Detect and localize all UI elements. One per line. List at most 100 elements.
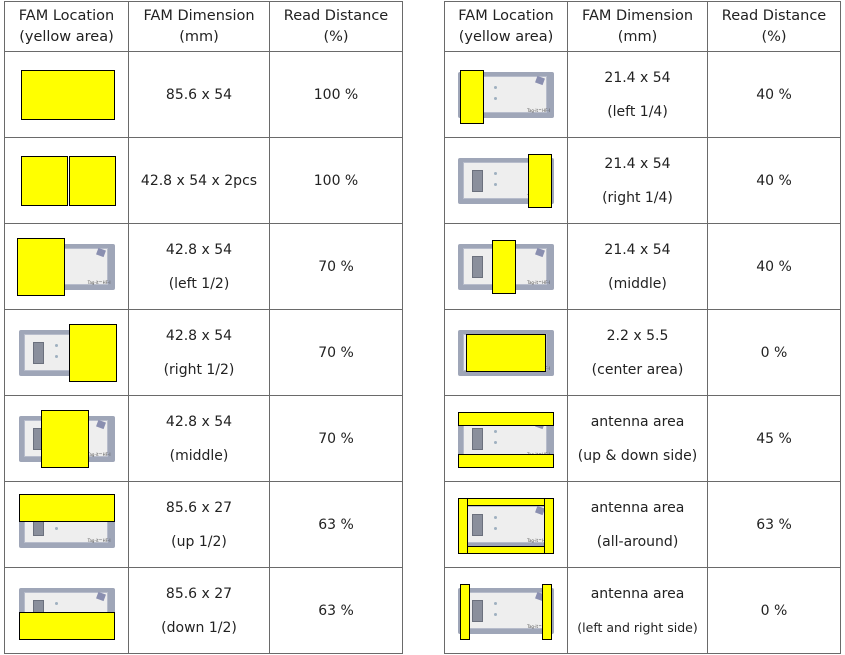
fam-dimension-cell: antenna area (left and right side) (567, 567, 708, 654)
fam-location-cell: Tag-it™HF-I (444, 567, 568, 654)
fam-location-cell: Tag-it™HF-I (444, 223, 568, 310)
header-fam-dimension: FAM Dimension (mm) (128, 1, 270, 52)
read-distance-cell: 70 % (269, 309, 403, 396)
fam-table-right: FAM Location (yellow area) FAM Dimension(… (444, 1, 841, 654)
table-row: Tag-it™HF-I antenna area (up & down side) 4… (444, 395, 841, 482)
fam-dimension-cell: 21.4 x 54 (left 1/4) (567, 51, 708, 138)
card-label: Tag-it™HF-I (527, 623, 550, 629)
fam-dimension-cell: 21.4 x 54 (right 1/4) (567, 137, 708, 224)
fam-yellow-area (528, 153, 552, 208)
card-label: Tag-it™HF-I (87, 537, 111, 543)
fam-dimension-cell: 42.8 x 54 (left 1/2) (128, 223, 270, 310)
table-row: Tag-it™HF-I 21.4 x 54 (left 1/4) 40 % (444, 51, 841, 138)
read-distance-cell: 40 % (707, 137, 841, 224)
fam-dimension-cell: 42.8 x 54 x 2pcs (128, 137, 270, 224)
fam-dimension-value: 21.4 x 54 (604, 241, 671, 258)
fam-location-figure: Tag-it™HF-I (17, 580, 117, 642)
fam-yellow-area (458, 453, 554, 468)
fam-dimension-value: 85.6 x 27 (165, 585, 233, 602)
read-distance-cell: 40 % (707, 223, 841, 310)
fam-location-cell: Tag-it™HF-I (4, 481, 129, 568)
header-fam-dimension: FAM Dimension (mm) (567, 1, 708, 52)
fam-dimension-cell: 85.6 x 54 (128, 51, 270, 138)
table-row: Tag-it™HF-I 21.4 x 54 (middle) 40 % (444, 223, 841, 310)
read-distance-cell: 63 % (269, 567, 403, 654)
fam-dimension-value: 85.6 x 54 (165, 86, 233, 103)
fam-dimension-value: antenna area (590, 585, 685, 602)
fam-location-figure (17, 64, 117, 126)
fam-yellow-area (458, 497, 554, 506)
fam-location-figure: Tag-it™HF-I (456, 64, 556, 126)
fam-location-figure: Tag-it™HF-I (456, 494, 556, 556)
table-row: Tag-it™HF-I antenna area (left and right s… (444, 567, 841, 654)
fam-dimension-note: (up & down side) (577, 447, 698, 464)
fam-yellow-area (466, 333, 546, 372)
fam-dimension-cell: 42.8 x 54 (right 1/2) (128, 309, 270, 396)
rfid-card-image: Tag-it™HF-I (458, 501, 554, 548)
fam-dimension-note: (middle) (608, 275, 667, 292)
card-label: Tag-it™HF-I (527, 537, 550, 543)
fam-location-figure: Tag-it™HF-I (456, 580, 556, 642)
fam-location-cell: Tag-it™HF-I (4, 395, 129, 482)
fam-location-figure: Tag-it™HF-I (456, 150, 556, 212)
header-fam-location: FAM Location (yellow area) (4, 1, 129, 52)
fam-location-figure: Tag-it™HF-I (17, 408, 117, 470)
header-read-distance: Read Distance (%) (707, 1, 841, 52)
header-row: FAM Location (yellow area) FAM Dimension(… (4, 1, 403, 52)
fam-dimension-note: (right 1/2) (163, 361, 235, 378)
fam-yellow-area (458, 411, 554, 426)
table-row: Tag-it™HF-I 42.8 x 54 (right 1/2) 70 % (4, 309, 403, 396)
fam-yellow-area (20, 69, 115, 120)
fam-yellow-area (460, 69, 484, 124)
fam-yellow-area (16, 237, 65, 296)
fam-yellow-area (458, 545, 554, 554)
fam-dimension-cell: 85.6 x 27 (down 1/2) (128, 567, 270, 654)
fam-yellow-area (18, 611, 115, 640)
read-distance-cell: 63 % (707, 481, 841, 568)
fam-dimension-value: 42.8 x 54 (165, 241, 233, 258)
fam-yellow-area (458, 497, 468, 554)
fam-dimension-note: (middle) (169, 447, 229, 464)
fam-yellow-area (20, 155, 68, 206)
fam-yellow-area (492, 239, 516, 294)
table-row: Tag-it™HF-I 85.6 x 27 (up 1/2) 63 % (4, 481, 403, 568)
read-distance-cell: 70 % (269, 395, 403, 482)
fam-location-cell: Tag-it™HF-I (444, 481, 568, 568)
fam-location-figure (17, 150, 117, 212)
fam-dimension-value: 85.6 x 27 (165, 499, 233, 516)
fam-dimension-note: (left and right side) (577, 619, 698, 635)
rfid-card-image: Tag-it™HF-I (458, 587, 554, 634)
read-distance-cell: 45 % (707, 395, 841, 482)
fam-dimension-value: antenna area (590, 499, 685, 516)
table-row: Tag-it™HF-I 85.6 x 27 (down 1/2) 63 % (4, 567, 403, 654)
card-label: Tag-it™HF-I (527, 279, 550, 285)
fam-dimension-value: 21.4 x 54 (604, 155, 671, 172)
fam-location-cell (4, 51, 129, 138)
fam-location-figure: Tag-it™HF-I (456, 236, 556, 298)
fam-dimension-value: 42.8 x 54 (165, 327, 233, 344)
fam-yellow-area (68, 155, 116, 206)
fam-dimension-cell: antenna area (all-around) (567, 481, 708, 568)
fam-dimension-note: (left 1/2) (168, 275, 230, 292)
table-row: 42.8 x 54 x 2pcs 100 % (4, 137, 403, 224)
fam-location-cell: Tag-it™HF-I (444, 309, 568, 396)
read-distance-cell: 100 % (269, 51, 403, 138)
fam-location-cell: Tag-it™HF-I (444, 395, 568, 482)
fam-dimension-note: (up 1/2) (171, 533, 227, 550)
fam-dimension-value: 21.4 x 54 (604, 69, 671, 86)
read-distance-cell: 0 % (707, 309, 841, 396)
table-row: Tag-it™HF-I 2.2 x 5.5 (center area) 0 % (444, 309, 841, 396)
header-read-distance: Read Distance (%) (269, 1, 403, 52)
table-row: Tag-it™HF-I antenna area (all-around) 63 % (444, 481, 841, 568)
fam-yellow-area (40, 409, 89, 468)
fam-yellow-area (18, 493, 115, 522)
fam-table-left: FAM Location (yellow area) FAM Dimension(… (4, 1, 403, 654)
fam-location-figure: Tag-it™HF-I (17, 322, 117, 384)
card-label: Tag-it™HF-I (87, 279, 111, 285)
table-row: 85.6 x 54 100 % (4, 51, 403, 138)
fam-dimension-cell: 21.4 x 54 (middle) (567, 223, 708, 310)
table-row: Tag-it™HF-I 42.8 x 54 (left 1/2) 70 % (4, 223, 403, 310)
fam-location-figure: Tag-it™HF-I (456, 322, 556, 384)
fam-dimension-cell: 85.6 x 27 (up 1/2) (128, 481, 270, 568)
fam-dimension-note: (right 1/4) (602, 189, 673, 206)
